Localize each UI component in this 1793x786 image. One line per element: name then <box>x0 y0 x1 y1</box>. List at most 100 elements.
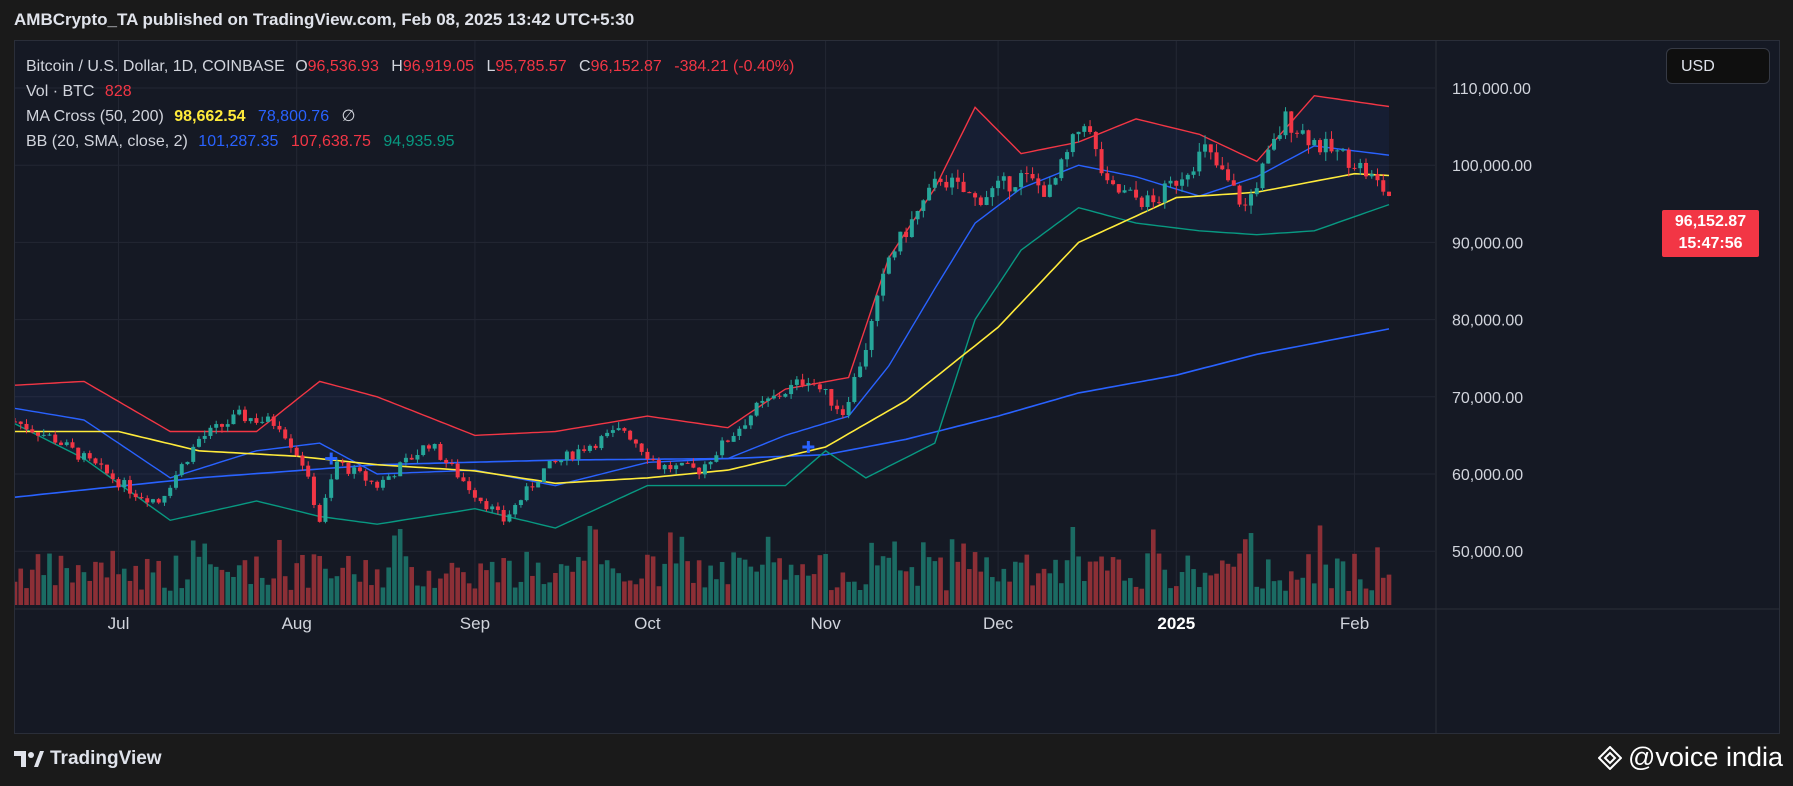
volume-bar <box>1036 573 1041 605</box>
candle-body <box>1162 183 1167 203</box>
candle-body <box>87 453 92 459</box>
volume-bar <box>978 571 984 605</box>
volume-bar <box>1346 590 1352 605</box>
volume-bar <box>443 573 449 605</box>
candle-body <box>421 445 426 455</box>
candle-body <box>145 498 150 503</box>
candle-body <box>260 421 265 423</box>
candle-body <box>1047 184 1052 197</box>
volume-bar <box>1340 561 1346 605</box>
ma200-line <box>15 328 1390 498</box>
volume-bar <box>369 585 374 605</box>
volume-bar <box>1294 579 1300 605</box>
volume-bar <box>524 551 529 605</box>
candle-body <box>35 432 40 436</box>
volume-bar <box>254 556 259 605</box>
candle-body <box>64 442 69 445</box>
volume-bar <box>1156 553 1162 605</box>
candle-body <box>1134 189 1139 198</box>
volume-bar <box>156 560 162 605</box>
bb-lower-line <box>15 203 1390 529</box>
ma50-line <box>15 172 1390 485</box>
candle-body <box>1157 202 1162 204</box>
candle-body <box>323 497 328 522</box>
volume-bar <box>64 568 70 605</box>
candle-body <box>1231 180 1236 186</box>
volume-bar <box>737 557 742 605</box>
legend-ma-cross-row[interactable]: MA Cross (50, 200) 98,662.54 78,800.76 ∅ <box>26 104 802 129</box>
volume-bar <box>432 587 437 605</box>
volume-bar <box>386 567 391 605</box>
volume-bar <box>294 563 300 605</box>
volume-bar <box>875 565 880 605</box>
volume-value: 828 <box>104 83 132 100</box>
candle-body <box>1036 178 1041 186</box>
ohlc-open-value: 96,536.93 <box>307 58 379 75</box>
candle-body <box>978 197 983 205</box>
volume-bar <box>512 587 518 605</box>
candle-body <box>15 421 17 423</box>
candle-body <box>432 443 437 449</box>
volume-bar <box>202 543 208 605</box>
volume-bar <box>277 539 282 605</box>
candle-body <box>380 479 385 488</box>
volume-bar <box>1329 588 1334 605</box>
volume-bar <box>1283 590 1288 605</box>
cross-v <box>806 440 810 453</box>
volume-bar <box>990 577 995 605</box>
candle-body <box>1024 173 1029 175</box>
volume-bar <box>748 566 754 605</box>
volume-bar <box>616 573 621 605</box>
candle-body <box>1220 165 1225 170</box>
x-tick-label: Aug <box>282 614 312 633</box>
volume-bar <box>1001 568 1007 605</box>
candle-body <box>662 465 667 470</box>
volume-bar <box>162 587 167 605</box>
candle-body <box>1088 126 1093 132</box>
tradingview-logo-text: TradingView <box>50 748 162 769</box>
candle-body <box>685 462 690 464</box>
volume-bar <box>863 584 869 605</box>
last-price-tag: 96,152.87 15:47:56 <box>1662 210 1759 257</box>
volume-bar <box>346 555 351 605</box>
candle-body <box>455 463 460 478</box>
candle-body <box>587 445 592 451</box>
candle-body <box>702 464 707 475</box>
legend-bb-row[interactable]: BB (20, SMA, close, 2) 101,287.35 107,63… <box>26 129 802 154</box>
volume-bar <box>696 560 702 605</box>
volume-bar <box>955 561 961 605</box>
candle-body <box>1266 149 1271 164</box>
volume-bar <box>1168 588 1173 605</box>
currency-button[interactable]: USD <box>1666 48 1770 84</box>
chart-panel[interactable]: 110,000.00 100,000.00 90,000.00 80,000.00 70… <box>14 40 1780 734</box>
ma-cross-label: MA Cross (50, 200) <box>26 108 164 125</box>
candle-body <box>1277 135 1282 139</box>
published-header: AMBCrypto_TA published on TradingView.co… <box>14 10 635 29</box>
candle-body <box>122 480 127 488</box>
volume-bar <box>1242 539 1248 605</box>
volume-bar <box>846 581 851 605</box>
legend-volume-row[interactable]: Vol · BTC 828 <box>26 79 802 104</box>
candle-body <box>1375 174 1380 181</box>
ohlc-low-value: 95,785.57 <box>495 58 567 75</box>
candle-body <box>18 421 23 424</box>
volume-bar <box>242 560 248 605</box>
ma200-value: 78,800.76 <box>257 108 330 125</box>
last-price: 96,152.87 <box>1674 213 1747 230</box>
candle-body <box>1381 180 1386 192</box>
volume-bar <box>777 558 782 605</box>
candle-body <box>1093 131 1098 150</box>
candle-body <box>242 409 247 422</box>
volume-bar <box>1225 563 1231 605</box>
bb-lower-value: 94,935.95 <box>383 133 455 150</box>
volume-bar <box>1323 564 1329 605</box>
tradingview-logo[interactable]: TradingView <box>14 748 162 770</box>
candle-body <box>398 462 403 477</box>
candle-body <box>1019 173 1024 188</box>
candle-body <box>823 389 828 391</box>
volume-bar <box>323 568 328 605</box>
candle-body <box>1318 140 1323 153</box>
candle-body <box>495 506 500 510</box>
candle-body <box>840 409 845 415</box>
price-chart[interactable]: 110,000.00 100,000.00 90,000.00 80,000.00 70… <box>15 41 1779 733</box>
